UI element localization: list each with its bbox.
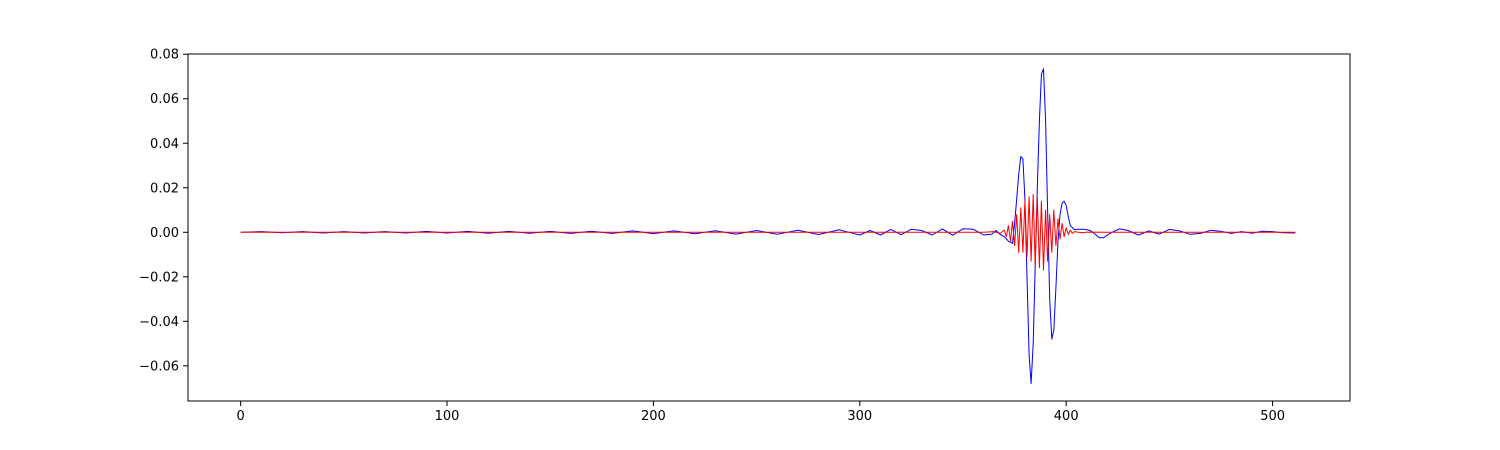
series-layer: [240, 68, 1296, 385]
y-tick-label: 0.00: [150, 226, 179, 241]
y-tick-label: 0.06: [150, 92, 179, 107]
y-axis: −0.06 −0.04 −0.02 0.00 0.02 0.04 0.06 0.08: [139, 48, 188, 374]
x-tick-label: 300: [847, 409, 872, 424]
y-tick-label: −0.06: [139, 359, 179, 374]
y-tick-label: 0.08: [150, 48, 179, 63]
y-tick-label: −0.04: [139, 315, 179, 330]
axes-frame: [187, 53, 1351, 402]
series-line-1: [240, 68, 1296, 385]
x-tick-label: 400: [1054, 409, 1079, 424]
x-axis: 0 100 200 300 400 500: [236, 401, 1285, 424]
x-tick-label: 200: [641, 409, 666, 424]
y-tick-label: 0.02: [150, 181, 179, 196]
x-tick-label: 100: [435, 409, 460, 424]
y-tick-label: −0.02: [139, 270, 179, 285]
x-tick-label: 0: [236, 409, 244, 424]
series-line-2: [240, 193, 1296, 271]
x-tick-label: 500: [1260, 409, 1285, 424]
y-tick-label: 0.04: [150, 137, 179, 152]
